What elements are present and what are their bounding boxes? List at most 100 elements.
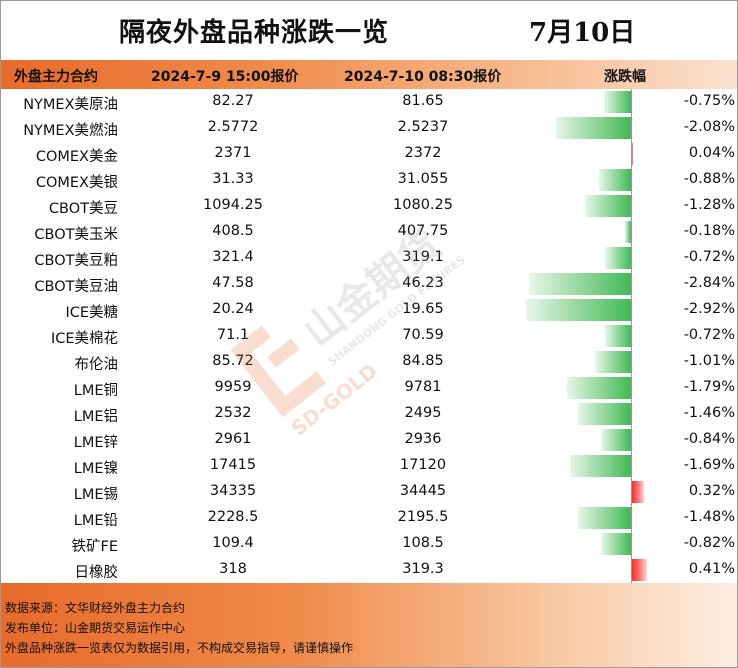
price-prev: 318	[219, 561, 247, 577]
change-percent: -0.88%	[683, 171, 735, 187]
change-bar	[632, 559, 647, 581]
table-row: COMEX美银 31.33 31.055 -0.88%	[1, 167, 737, 193]
contract-name: LME锌	[73, 435, 118, 451]
price-curr: 81.65	[402, 93, 444, 109]
price-curr: 319.1	[402, 249, 444, 265]
table-header: 外盘主力合约 2024-7-9 15:00报价 2024-7-10 08:30报…	[1, 60, 737, 89]
change-percent: -2.84%	[683, 275, 735, 291]
table-row: 日橡胶 318 319.3 0.41%	[1, 557, 737, 583]
change-percent: -1.01%	[683, 353, 735, 369]
change-axis-line	[631, 89, 632, 583]
change-percent: -1.69%	[683, 457, 735, 473]
price-prev: 2.5772	[207, 119, 259, 135]
change-percent: -0.75%	[683, 93, 735, 109]
footer-publisher: 发布单位：山金期货交易运作中心	[5, 621, 186, 635]
table-row: LME锌 2961 2936 -0.84%	[1, 427, 737, 453]
price-curr: 108.5	[402, 535, 444, 551]
change-percent: -2.92%	[683, 301, 735, 317]
table-row: ICE美棉花 71.1 70.59 -0.72%	[1, 323, 737, 349]
change-percent: -1.28%	[683, 197, 735, 213]
change-bar	[605, 325, 631, 347]
table-row: 布伦油 85.72 84.85 -1.01%	[1, 349, 737, 375]
price-prev: 20.24	[212, 301, 254, 317]
table-row: LME锡 34335 34445 0.32%	[1, 479, 737, 505]
contract-name: CBOT美豆油	[34, 279, 118, 295]
price-curr: 70.59	[402, 327, 444, 343]
change-percent: -0.72%	[683, 327, 735, 343]
contract-name: LME镍	[73, 461, 118, 477]
column-header-name: 外盘主力合约	[14, 69, 98, 85]
change-percent: -1.48%	[683, 509, 735, 525]
contract-name: ICE美棉花	[50, 331, 118, 347]
table-body: NYMEX美原油 82.27 81.65 -0.75% NYMEX美燃油 2.5772 2.…	[1, 89, 737, 583]
price-prev: 31.33	[212, 171, 254, 187]
price-curr: 84.85	[402, 353, 444, 369]
price-curr: 31.055	[397, 171, 449, 187]
price-prev: 321.4	[212, 249, 254, 265]
change-bar	[600, 429, 631, 451]
change-percent: -1.46%	[683, 405, 735, 421]
contract-name: 布伦油	[74, 357, 119, 373]
change-bar	[528, 273, 631, 295]
price-curr: 46.23	[402, 275, 444, 291]
report-date: 7月10日	[529, 18, 636, 48]
contract-name: 铁矿FE	[71, 539, 118, 555]
table-row: LME镍 17415 17120 -1.69%	[1, 453, 737, 479]
change-bar	[594, 351, 631, 373]
change-percent: -1.79%	[683, 379, 735, 395]
title-bar: 隔夜外盘品种涨跌一览 7月10日	[1, 1, 737, 60]
change-bar	[599, 169, 631, 191]
change-bar	[525, 299, 631, 321]
change-bar	[578, 403, 631, 425]
change-bar	[566, 377, 631, 399]
table-row: LME铝 2532 2495 -1.46%	[1, 401, 737, 427]
price-curr: 1080.25	[393, 197, 453, 213]
price-curr: 2495	[404, 405, 442, 421]
price-prev: 2228.5	[207, 509, 259, 525]
contract-name: NYMEX美燃油	[23, 123, 118, 139]
contract-name: CBOT美豆	[48, 201, 118, 217]
change-bar	[604, 91, 631, 113]
change-bar	[605, 247, 631, 269]
change-bar	[632, 481, 644, 503]
price-prev: 71.1	[216, 327, 250, 343]
price-curr: 19.65	[402, 301, 444, 317]
price-prev: 2371	[214, 145, 252, 161]
price-prev: 408.5	[212, 223, 254, 239]
table-row: CBOT美玉米 408.5 407.75 -0.18%	[1, 219, 737, 245]
contract-name: ICE美糖	[65, 305, 118, 321]
contract-name: CBOT美玉米	[34, 227, 118, 243]
change-bar	[570, 455, 631, 477]
table-row: CBOT美豆粕 321.4 319.1 -0.72%	[1, 245, 737, 271]
contract-name: 日橡胶	[74, 565, 119, 581]
table-row: 铁矿FE 109.4 108.5 -0.82%	[1, 531, 737, 557]
price-curr: 319.3	[402, 561, 444, 577]
change-percent: 0.32%	[688, 483, 735, 499]
price-curr: 2372	[404, 145, 442, 161]
column-header-change: 涨跌幅	[604, 69, 646, 85]
price-curr: 9781	[404, 379, 442, 395]
contract-name: LME铝	[73, 409, 118, 425]
contract-name: LME铅	[73, 513, 118, 529]
table-row: LME铜 9959 9781 -1.79%	[1, 375, 737, 401]
change-bar	[624, 221, 631, 243]
price-prev: 17415	[209, 457, 257, 473]
footer-source: 数据来源：文华财经外盘主力合约	[5, 601, 186, 615]
change-bar	[632, 143, 634, 165]
change-percent: -2.08%	[683, 119, 735, 135]
price-prev: 9959	[214, 379, 252, 395]
price-prev: 34335	[209, 483, 257, 499]
price-prev: 109.4	[212, 535, 254, 551]
contract-name: CBOT美豆粕	[34, 253, 118, 269]
table-row: NYMEX美燃油 2.5772 2.5237 -2.08%	[1, 115, 737, 141]
change-percent: -0.84%	[683, 431, 735, 447]
price-prev: 1094.25	[203, 197, 263, 213]
column-header-price-curr: 2024-7-10 08:30报价	[344, 69, 502, 85]
table-row: CBOT美豆 1094.25 1080.25 -1.28%	[1, 193, 737, 219]
table-row: CBOT美豆油 47.58 46.23 -2.84%	[1, 271, 737, 297]
change-bar	[577, 507, 631, 529]
price-curr: 17120	[399, 457, 447, 473]
contract-name: LME锡	[73, 487, 118, 503]
change-percent: -0.72%	[683, 249, 735, 265]
